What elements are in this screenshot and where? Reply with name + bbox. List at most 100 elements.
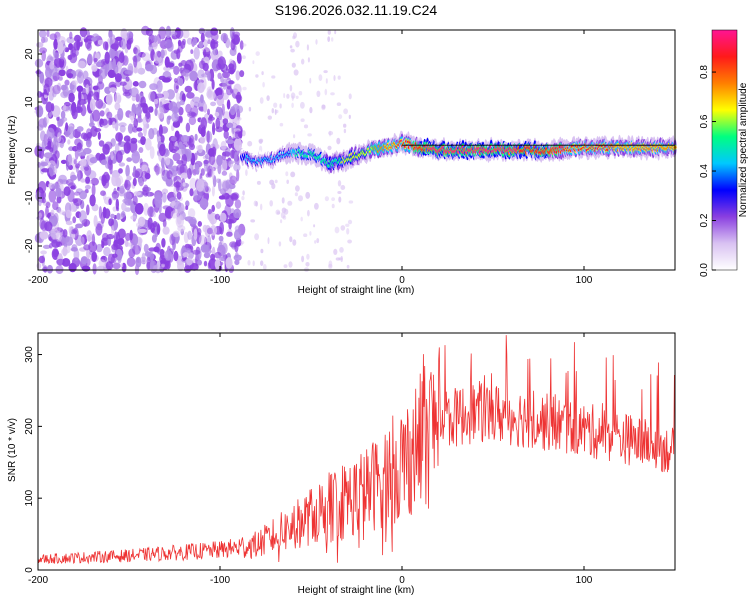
noise-blob (293, 32, 297, 39)
noise-blob (339, 247, 344, 253)
noise-blob (73, 191, 81, 196)
noise-blob (226, 99, 231, 110)
snr-panel: -200 -100 0 100 0 100 200 300 Height of straig… (7, 332, 676, 596)
noise-blob (40, 162, 49, 167)
noise-blob (206, 91, 216, 100)
noise-blob (98, 259, 106, 268)
noise-blob (154, 195, 163, 208)
noise-blob (60, 159, 67, 164)
noise-blob (185, 200, 190, 207)
noise-blob (200, 117, 207, 131)
noise-blob (287, 200, 293, 206)
noise-blob (86, 30, 90, 38)
colorbar-tick-label: 0.6 (699, 114, 710, 128)
noise-blob (100, 211, 106, 224)
noise-blob (122, 91, 131, 97)
noise-blob (182, 69, 191, 77)
noise-blob (56, 116, 60, 121)
noise-blob (193, 228, 198, 241)
noise-blob (133, 191, 142, 196)
noise-blob (41, 197, 46, 204)
noise-blob (95, 152, 102, 161)
noise-blob (103, 208, 111, 219)
noise-blob (95, 98, 104, 109)
noise-blob (176, 163, 185, 176)
noise-blob (232, 31, 241, 38)
noise-blob (241, 196, 245, 201)
noise-blob (269, 200, 274, 207)
noise-blob (65, 220, 73, 226)
noise-blob (149, 260, 158, 274)
noise-blob (283, 264, 288, 268)
noise-blob (112, 58, 116, 71)
noise-blob (77, 149, 81, 157)
noise-blob (309, 77, 312, 84)
noise-blob (180, 135, 190, 143)
noise-blob (158, 26, 167, 40)
noise-blob (300, 101, 305, 109)
noise-blob (87, 53, 93, 65)
noise-blob (188, 138, 194, 144)
noise-blob (172, 152, 181, 162)
noise-blob (185, 122, 191, 133)
noise-blob (178, 106, 184, 116)
noise-blob (87, 95, 91, 102)
noise-blob (137, 228, 147, 233)
noise-blob (64, 79, 70, 86)
noise-blob (120, 263, 124, 268)
noise-blob (139, 158, 143, 166)
noise-blob (60, 110, 66, 119)
noise-blob (115, 132, 123, 142)
noise-blob (300, 118, 305, 122)
noise-blob (236, 105, 244, 114)
noise-blob (73, 198, 83, 207)
noise-blob (215, 126, 224, 133)
noise-blob (242, 130, 246, 137)
noise-blob (38, 198, 42, 207)
noise-blob (162, 192, 167, 203)
noise-blob (132, 81, 139, 87)
x-tick-label: -100 (210, 575, 230, 586)
noise-blob (85, 84, 90, 95)
noise-blob (158, 107, 165, 119)
noise-blob (126, 157, 133, 162)
noise-blob (254, 233, 259, 241)
snr-background (38, 333, 675, 570)
noise-blob (67, 189, 75, 203)
noise-blob (273, 102, 278, 108)
noise-blob (161, 238, 166, 248)
noise-blob (172, 146, 180, 151)
noise-blob (70, 229, 78, 235)
noise-blob (153, 246, 160, 253)
noise-blob (329, 130, 331, 137)
snr-y-ticks: 0 100 200 300 (24, 346, 42, 573)
noise-blob (216, 154, 223, 167)
y-tick-label: 0 (24, 147, 35, 153)
noise-blob (176, 215, 182, 225)
noise-blob (164, 249, 172, 261)
noise-blob (154, 107, 158, 117)
y-tick-label: -20 (24, 238, 35, 253)
noise-blob (58, 210, 66, 215)
noise-blob (314, 202, 319, 210)
noise-blob (271, 75, 276, 79)
noise-blob (55, 241, 63, 247)
noise-blob (117, 228, 126, 239)
noise-blob (125, 232, 131, 241)
noise-blob (75, 223, 84, 229)
noise-blob (228, 80, 235, 85)
noise-blob (46, 29, 50, 38)
noise-blob (112, 206, 117, 212)
noise-blob (77, 170, 81, 182)
noise-blob (236, 169, 240, 182)
noise-blob (233, 162, 241, 172)
noise-blob (338, 196, 342, 203)
noise-blob (313, 224, 316, 228)
noise-blob (114, 73, 122, 83)
noise-blob (168, 141, 174, 153)
noise-blob (141, 252, 146, 263)
noise-blob (148, 106, 154, 113)
noise-blob (79, 158, 87, 167)
noise-blob (165, 177, 173, 187)
noise-blob (187, 230, 192, 240)
